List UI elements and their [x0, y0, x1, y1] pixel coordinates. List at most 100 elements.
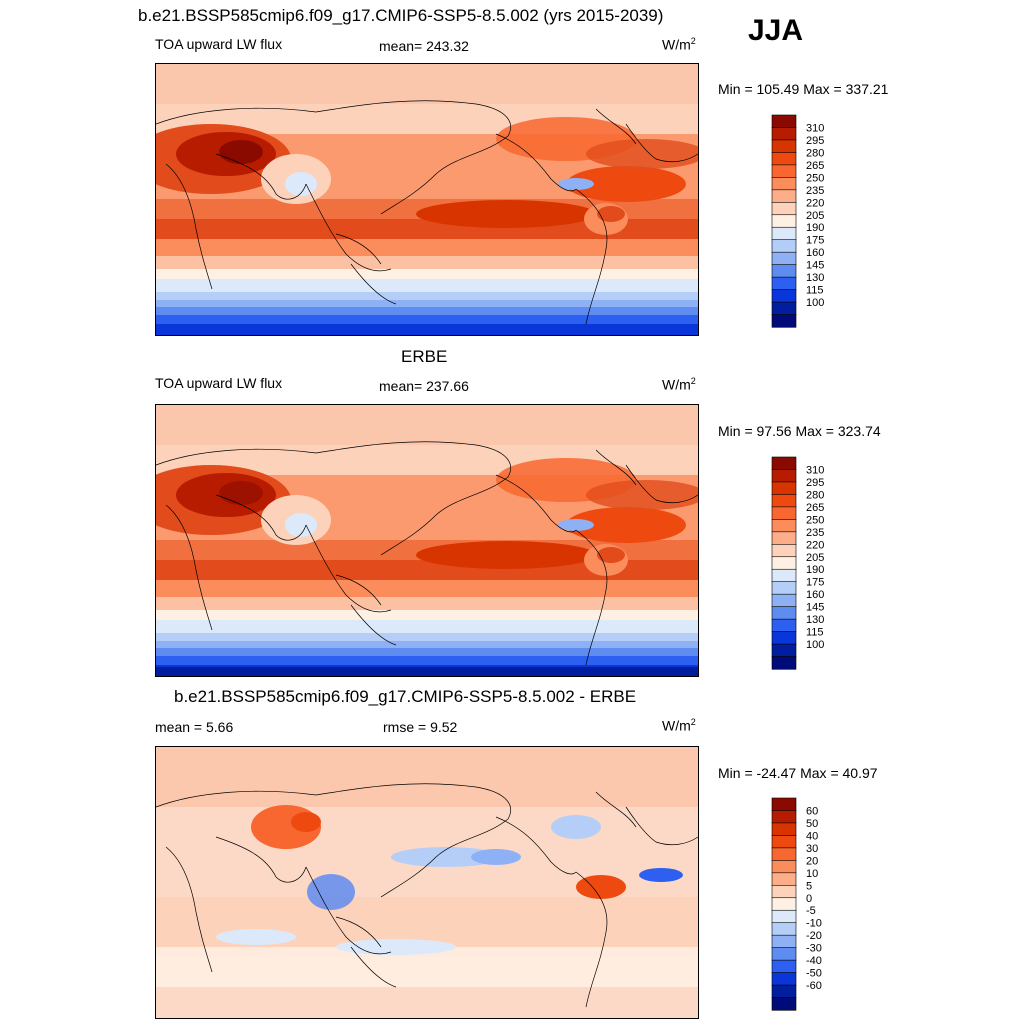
colorbar-swatch [771, 631, 797, 645]
colorbar-swatch [771, 519, 797, 533]
panel-obs-variable-label: TOA upward LW flux [155, 375, 283, 391]
panel-obs-mean-label: mean= 237.66 [379, 378, 469, 394]
colorbar-swatch [771, 810, 797, 824]
colorbar-tick-label: 295 [806, 477, 824, 489]
panel-diff-units: W/m2 [662, 717, 696, 734]
season-label: JJA [748, 14, 804, 47]
colorbar-tick-label: 115 [806, 285, 824, 297]
colorbar-tick-label: 100 [806, 297, 824, 309]
colorbar-swatch [771, 860, 797, 874]
panel-diff-mean-label: mean = 5.66 [155, 719, 234, 735]
panel-obs-header: ERBE [401, 347, 448, 366]
colorbar-swatch [771, 201, 797, 216]
colorbar-swatch [771, 835, 797, 849]
panel-model-variable-label: TOA upward LW flux [155, 36, 283, 52]
colorbar-tick-label: 40 [806, 830, 818, 842]
colorbar-tick-label: 115 [806, 627, 824, 639]
colorbar-tick-label: 235 [806, 185, 824, 197]
panel-model-colorbar: 310 295 280 265 250 235 220 205 190 175 160 145 130 1… [771, 114, 852, 329]
panel-model-mean-label: mean= 243.32 [379, 38, 469, 54]
colorbar-swatch [771, 139, 797, 154]
colorbar-tick-label: 295 [806, 135, 824, 147]
colorbar-tick-label: 205 [806, 210, 824, 222]
colorbar-tick-label: 160 [806, 589, 824, 601]
colorbar-swatch [771, 469, 797, 483]
colorbar-swatch [771, 556, 797, 570]
colorbar-tick-label: -60 [806, 980, 822, 992]
colorbar-tick-label: 10 [806, 868, 818, 880]
colorbar-swatch [771, 494, 797, 508]
colorbar-tick-label: 220 [806, 539, 824, 551]
colorbar-swatch [771, 214, 797, 228]
colorbar-swatch [771, 314, 797, 328]
colorbar-swatch [771, 127, 797, 141]
panel-diff-map [155, 746, 699, 1019]
colorbar-tick-label: 250 [806, 172, 824, 184]
panel-diff-contour-field [156, 747, 698, 1018]
colorbar-swatch [771, 239, 797, 253]
colorbar-tick-label: 280 [806, 489, 824, 501]
colorbar-swatch [771, 264, 797, 278]
colorbar-swatch [771, 301, 797, 316]
colorbar-tick-label: 190 [806, 564, 824, 576]
panel-model-contour-field [156, 64, 698, 335]
colorbar-swatch [771, 456, 797, 471]
panel-diff-rmse-label: rmse = 9.52 [383, 719, 458, 735]
colorbar-tick-label: -5 [806, 905, 816, 917]
panel-model-map [155, 63, 699, 336]
figure-title: b.e21.BSSP585cmip6.f09_g17.CMIP6-SSP5-8.… [138, 6, 664, 25]
colorbar-tick-label: 50 [806, 818, 818, 830]
colorbar-swatch [771, 959, 797, 974]
colorbar-tick-label: 100 [806, 639, 824, 651]
colorbar-tick-label: 130 [806, 614, 824, 626]
colorbar-swatch [771, 656, 797, 670]
colorbar-swatch [771, 276, 797, 291]
panel-obs-minmax: Min = 97.56 Max = 323.74 [718, 423, 881, 439]
colorbar-swatch [771, 643, 797, 658]
colorbar-tick-label: 265 [806, 502, 824, 514]
panel-obs-contour-field [156, 405, 698, 676]
colorbar-swatch [771, 114, 797, 129]
colorbar-swatch [771, 618, 797, 633]
colorbar-tick-label: 130 [806, 272, 824, 284]
colorbar-tick-label: 30 [806, 843, 818, 855]
colorbar-swatch [771, 164, 797, 178]
colorbar-swatch [771, 581, 797, 595]
colorbar-swatch [771, 922, 797, 936]
colorbar-swatch [771, 872, 797, 886]
colorbar-tick-label: 145 [806, 260, 824, 272]
colorbar-tick-label: 0 [806, 893, 812, 905]
colorbar-swatch [771, 531, 797, 545]
colorbar-tick-label: 60 [806, 805, 818, 817]
colorbar-tick-label: 310 [806, 122, 824, 134]
panel-model-minmax: Min = 105.49 Max = 337.21 [718, 81, 889, 97]
colorbar-tick-label: -50 [806, 968, 822, 980]
colorbar-tick-label: -20 [806, 930, 822, 942]
colorbar-swatch [771, 543, 797, 558]
colorbar-tick-label: 5 [806, 880, 812, 892]
colorbar-swatch [771, 934, 797, 949]
colorbar-tick-label: -30 [806, 943, 822, 955]
panel-obs-colorbar: 310 295 280 265 250 235 220 205 190 175 160 145 130 1… [771, 456, 852, 671]
colorbar-swatch [771, 593, 797, 608]
colorbar-swatch [771, 568, 797, 583]
colorbar-tick-label: 145 [806, 602, 824, 614]
colorbar-tick-label: 280 [806, 147, 824, 159]
colorbar-tick-label: -40 [806, 955, 822, 967]
colorbar-swatch [771, 289, 797, 303]
colorbar-swatch [771, 506, 797, 520]
colorbar-swatch [771, 847, 797, 861]
colorbar-swatch [771, 177, 797, 191]
panel-obs-map [155, 404, 699, 677]
colorbar-swatch [771, 606, 797, 620]
colorbar-tick-label: 160 [806, 247, 824, 259]
colorbar-swatch [771, 189, 797, 203]
panel-diff-minmax: Min = -24.47 Max = 40.97 [718, 765, 878, 781]
colorbar-tick-label: 250 [806, 514, 824, 526]
colorbar-tick-label: 205 [806, 552, 824, 564]
colorbar-tick-label: 190 [806, 222, 824, 234]
colorbar-swatch [771, 984, 797, 999]
colorbar-tick-label: 235 [806, 527, 824, 539]
colorbar-swatch [771, 972, 797, 986]
colorbar-tick-label: 310 [806, 464, 824, 476]
